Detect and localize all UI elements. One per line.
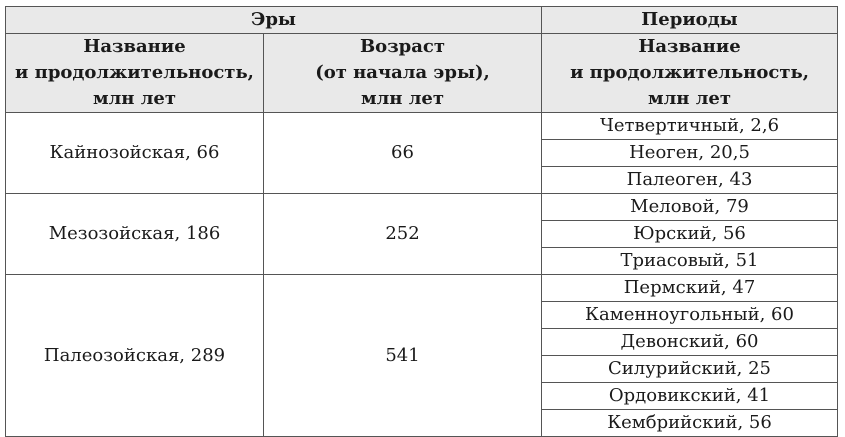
period-cell: Каменноугольный, 60 — [541, 301, 839, 329]
period-cell: Четвертичный, 2,6 — [541, 112, 839, 140]
period-cell: Девонский, 60 — [541, 328, 839, 356]
period-cell: Юрский, 56 — [541, 220, 839, 248]
table-row: Палеозойская, 289 541 Пермский, 47 — [5, 274, 839, 437]
era-name-header-line-3: млн лет — [92, 88, 177, 109]
table-row: Силурийский, 25 — [6, 355, 839, 383]
group-header-row: Эры Периоды — [4, 6, 839, 34]
period-cell: Пермский, 47 — [541, 274, 839, 302]
period-cell: Неоген, 20,5 — [541, 139, 839, 167]
period-cell: Кембрийский, 56 — [541, 409, 839, 437]
period-cell: Триасовый, 51 — [541, 247, 839, 275]
era-name-cell: Кайнозойская, 66 — [5, 112, 264, 194]
table-row: Ордовикский, 41 — [6, 382, 839, 410]
period-cell: Силурийский, 25 — [541, 355, 839, 383]
table-row: Девонский, 60 — [6, 328, 839, 356]
table-row: Каменноугольный, 60 — [6, 301, 839, 329]
era-age-cell: 66 — [262, 112, 543, 194]
era-name-cell: Мезозойская, 186 — [5, 193, 264, 275]
table-row: Палеоген, 43 — [6, 166, 839, 194]
table-row: Мезозойская, 186 252 Меловой, 79 — [5, 193, 839, 275]
period-name-header-line-3: млн лет — [647, 88, 732, 109]
period-name-header-line-1: Название — [638, 36, 741, 57]
table-row: Неоген, 20,5 — [6, 139, 839, 167]
era-age-header: Возраст (от начала эры), млн лет — [262, 33, 543, 113]
geologic-time-table: Эры Периоды Название и продолжительность… — [4, 6, 839, 437]
era-age-header-line-2: (от начала эры), — [315, 62, 490, 83]
era-name-cell: Палеозойская, 289 — [5, 274, 264, 437]
periods-group-header: Периоды — [541, 6, 839, 34]
period-cell: Ордовикский, 41 — [541, 382, 839, 410]
eras-group-header: Эры — [4, 6, 543, 34]
period-name-header-line-2: и продолжительность, — [570, 62, 809, 83]
era-age-header-line-1: Возраст — [359, 36, 446, 57]
period-name-header: Название и продолжительность, млн лет — [541, 33, 839, 113]
table-row: Триасовый, 51 — [6, 247, 839, 275]
era-name-header-line-2: и продолжительность, — [15, 62, 254, 83]
era-age-cell: 252 — [262, 193, 543, 275]
period-cell: Палеоген, 43 — [541, 166, 839, 194]
era-name-header: Название и продолжительность, млн лет — [5, 33, 264, 113]
era-age-cell: 541 — [262, 274, 543, 437]
era-name-header-line-1: Название — [83, 36, 186, 57]
era-age-header-line-3: млн лет — [360, 88, 445, 109]
column-header-row: Название и продолжительность, млн лет Во… — [5, 33, 839, 113]
table-row: Кайнозойская, 66 66 Четвертичный, 2,6 — [5, 112, 839, 194]
period-cell: Меловой, 79 — [541, 193, 839, 221]
